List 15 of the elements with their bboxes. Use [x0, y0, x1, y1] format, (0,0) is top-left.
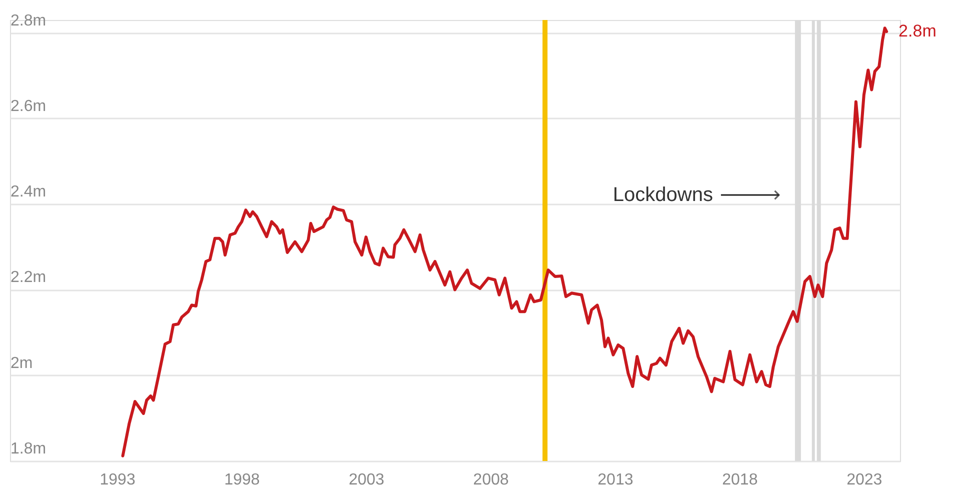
- x-tick-label: 2013: [598, 472, 634, 488]
- x-tick-label: 2018: [722, 472, 758, 488]
- x-tick-label: 1998: [224, 472, 260, 488]
- y-tick-label: 2.2m: [10, 269, 46, 286]
- x-tick-label: 2003: [348, 472, 384, 488]
- x-tick-label: 2023: [846, 472, 882, 488]
- annotation: Lockdowns: [612, 184, 713, 206]
- y-tick-label: 2.8m: [10, 12, 46, 30]
- y-tick-label: 2.6m: [10, 98, 46, 115]
- y-tick-label: 2m: [10, 354, 33, 372]
- x-tick-label: 1993: [100, 472, 136, 488]
- y-tick-label: 1.8m: [10, 440, 46, 458]
- x-tick-label: 2008: [473, 472, 509, 488]
- annotation: 2.8m: [898, 22, 936, 41]
- y-tick-label: 2.4m: [10, 184, 46, 201]
